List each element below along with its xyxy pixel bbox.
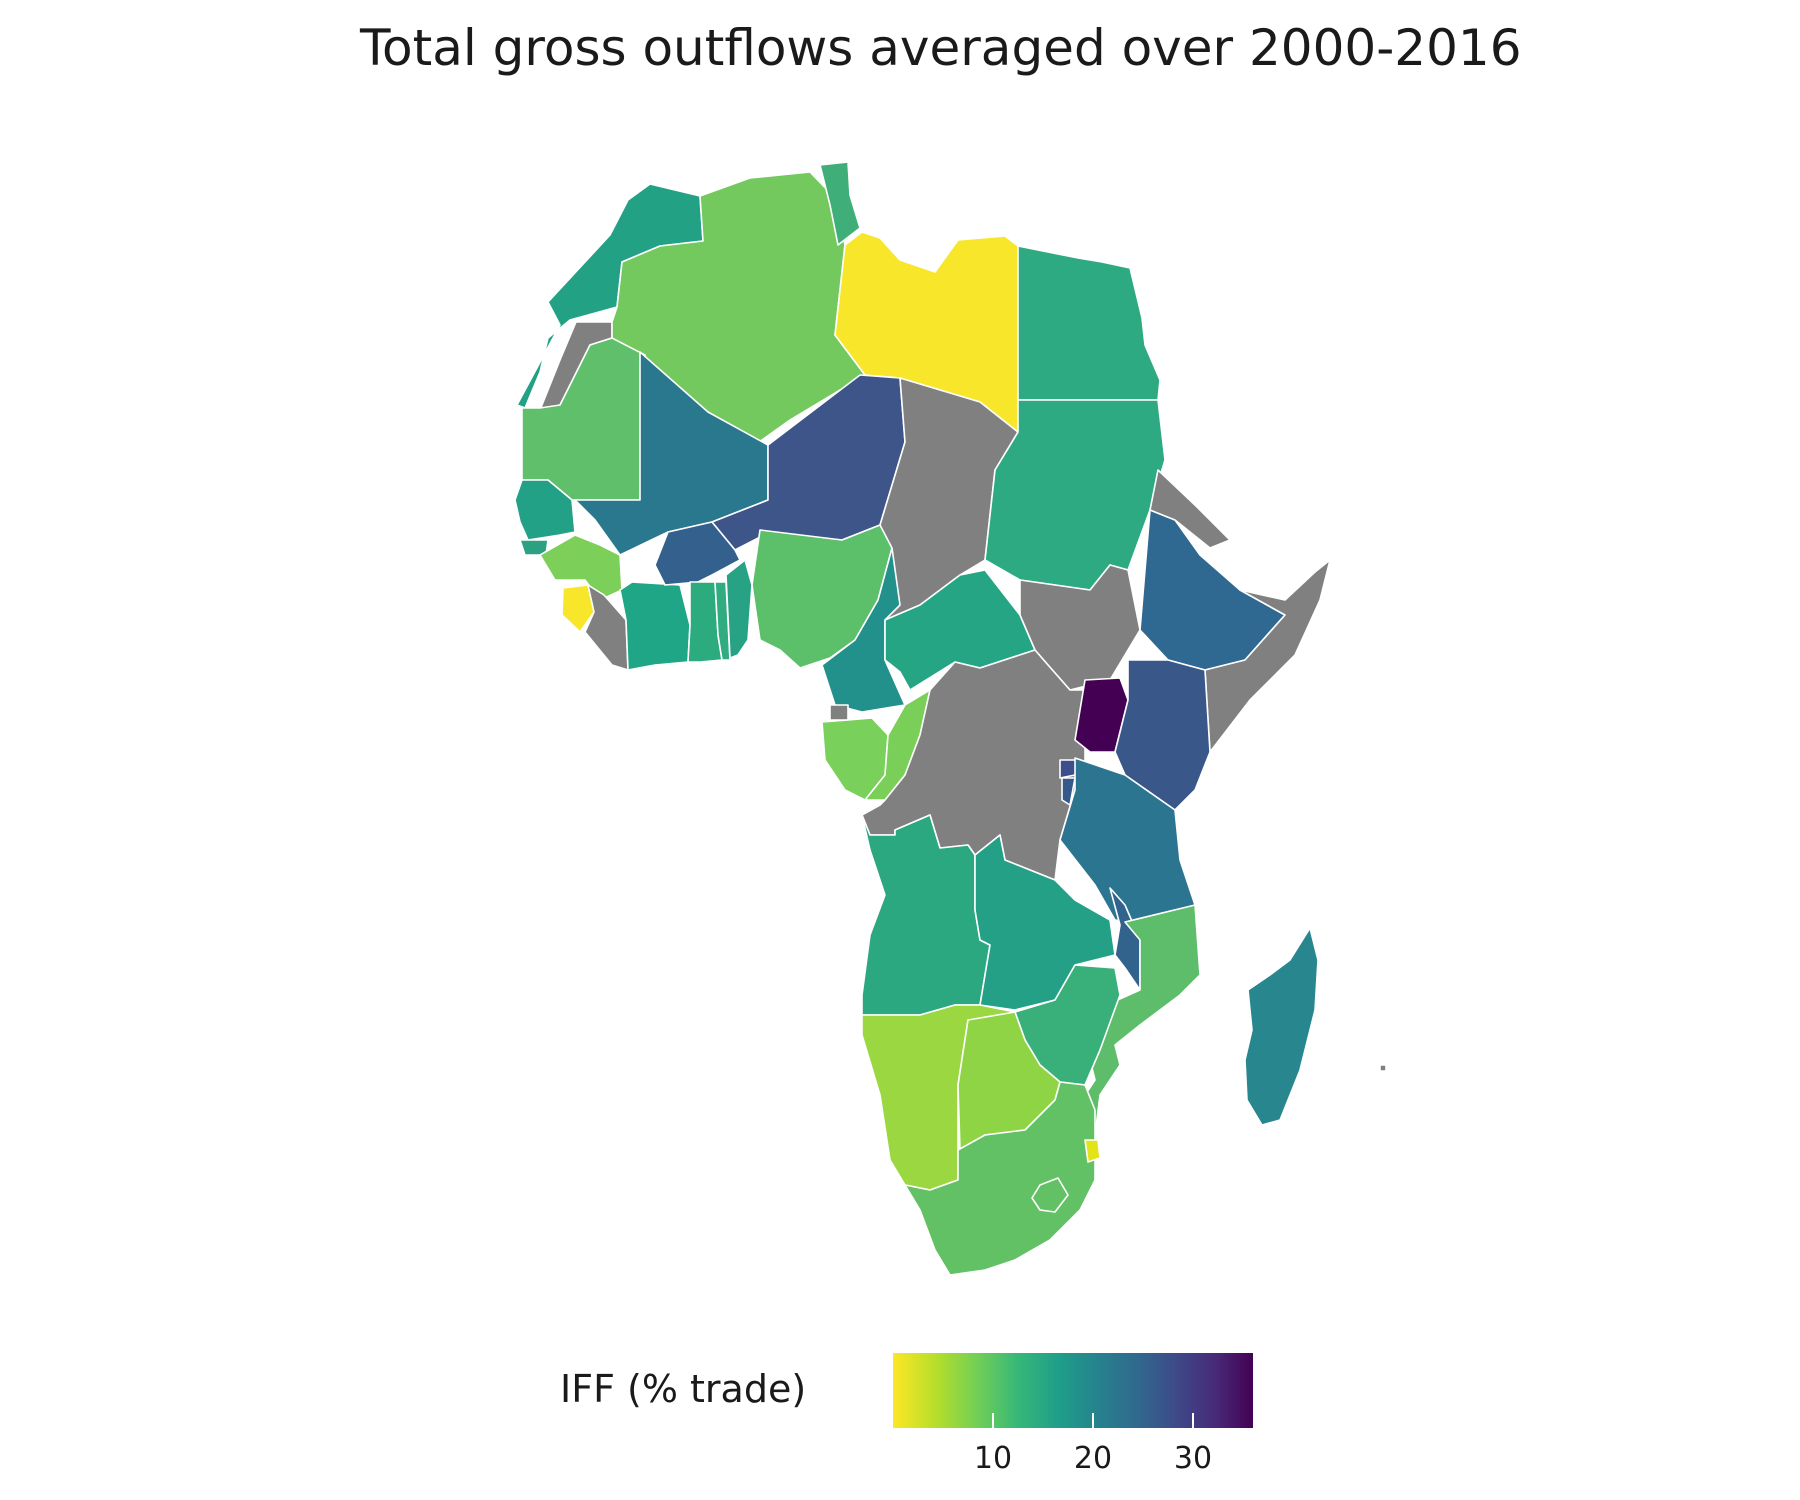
map-title: Total gross outflows averaged over 2000-… — [360, 19, 1522, 77]
colorbar-tick-label: 30 — [1173, 1441, 1213, 1476]
country-senegal — [514, 479, 576, 541]
country-eritrea — [1149, 469, 1231, 549]
country-egypt — [1017, 245, 1161, 401]
colorbar-tick-mark — [992, 1413, 994, 1428]
country-madagascar — [1244, 927, 1319, 1126]
legend-title: IFF (% trade) — [560, 1367, 807, 1411]
colorbar-tick-label: 20 — [1073, 1441, 1113, 1476]
colorbar — [893, 1353, 1253, 1428]
country-kenya — [1114, 659, 1211, 811]
colorbar-tick-label: 10 — [973, 1441, 1013, 1476]
country-sierra-leone — [561, 584, 595, 633]
country-ivory-coast — [619, 581, 691, 671]
country-malawi — [1109, 887, 1141, 991]
colorbar-tick-mark — [1092, 1413, 1094, 1428]
colorbar-tick-mark — [1192, 1413, 1194, 1428]
country-somalia — [1204, 559, 1331, 753]
country-tunisia — [819, 161, 861, 246]
country-eswatini — [1084, 1139, 1101, 1163]
country-burkina-faso — [654, 521, 741, 586]
country-mauritius — [1379, 1064, 1387, 1072]
country-lesotho — [1031, 1177, 1069, 1213]
country-cameroon — [821, 547, 906, 713]
country-south-africa — [904, 1081, 1096, 1276]
country-equatorial-guinea — [829, 704, 849, 721]
country-liberia — [584, 584, 629, 671]
country-togo — [714, 581, 731, 661]
country-benin — [725, 559, 753, 659]
